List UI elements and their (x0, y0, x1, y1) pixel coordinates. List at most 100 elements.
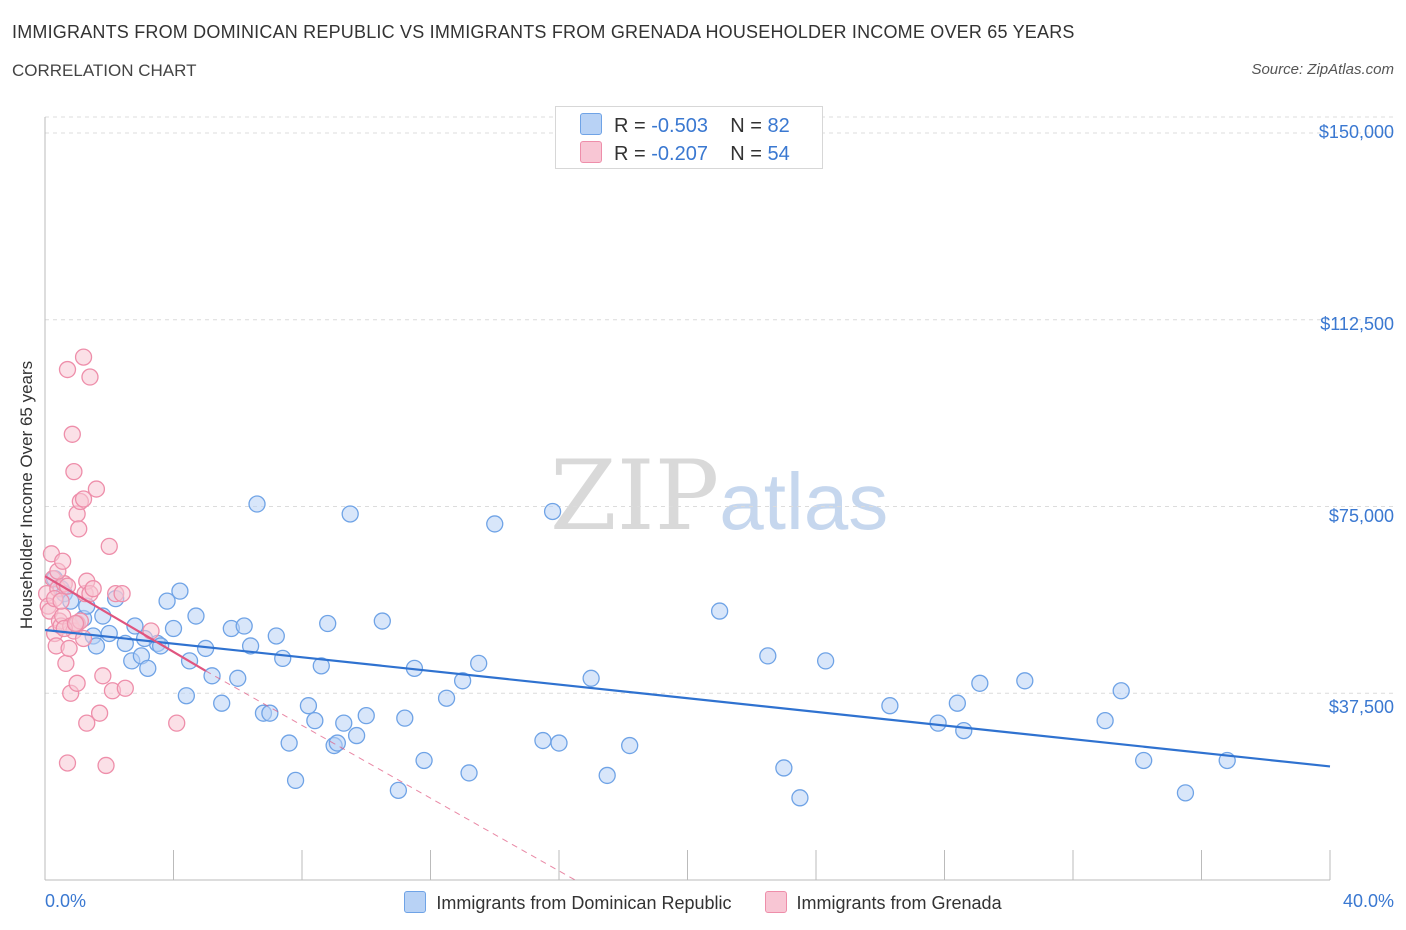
dominican-point (775, 759, 793, 777)
watermark-zip: ZIP (550, 440, 720, 552)
dominican-point (1176, 784, 1195, 802)
grenada-point (113, 585, 131, 603)
dominican-point (328, 734, 346, 752)
r-value: -0.503 (651, 115, 708, 137)
chart-title: IMMIGRANTS FROM DOMINICAN REPUBLIC VS IM… (12, 22, 1075, 42)
dominican-point (248, 495, 266, 513)
grenada-point (70, 520, 88, 538)
dominican-point (312, 657, 330, 675)
dominican-point (267, 627, 285, 645)
dominican-point (621, 736, 639, 755)
y-tick-label: $75,000 (1328, 506, 1394, 526)
r-label: R = (614, 143, 646, 165)
y-tick-label: $37,500 (1328, 697, 1394, 717)
grenada-point (58, 754, 77, 772)
dominican-point (306, 711, 324, 730)
dominican-point (948, 694, 966, 712)
dominican-point (187, 607, 205, 625)
grenada-point (63, 425, 81, 443)
dominican-point (881, 697, 899, 715)
dominican-point (460, 764, 478, 782)
grenada-point (60, 639, 78, 658)
grenada-point (68, 674, 86, 692)
dominican-point (543, 502, 562, 521)
dominican-point (274, 649, 292, 668)
dominican-point (100, 624, 118, 643)
grenada-point (97, 756, 115, 775)
dominican-point (280, 734, 298, 752)
dominican-point (335, 714, 353, 732)
dominican-point (1112, 682, 1130, 700)
pink-swatch-icon (580, 141, 602, 163)
grenada-point (116, 679, 134, 697)
dominican-point (1016, 672, 1034, 690)
dominican-point (235, 617, 253, 635)
dominican-point (171, 582, 189, 600)
legend-label-grenada: Immigrants from Grenada (796, 893, 1002, 913)
y-tick-label: $150,000 (1318, 122, 1394, 142)
n-value: 82 (767, 115, 790, 137)
dominican-point (955, 721, 973, 740)
dominican-point (791, 789, 809, 807)
grenada-point (74, 348, 93, 366)
dominican-point (341, 505, 359, 523)
grenada-point (58, 577, 77, 595)
dominican-point (319, 614, 337, 633)
dominican-point (213, 694, 231, 712)
dominican-point (299, 697, 318, 715)
grenada-point (57, 654, 75, 673)
dominican-point (373, 612, 391, 630)
legend-item-dominican[interactable]: Immigrants from Dominican Republic (404, 891, 732, 914)
dominican-point (389, 781, 408, 800)
chart-subtitle: CORRELATION CHART (12, 61, 197, 80)
grenada-point (58, 360, 77, 379)
correlation-legend: R = -0.503 N = 82 R = -0.207 N = 54 (555, 106, 823, 169)
grenada-point (65, 462, 83, 481)
dominican-point (453, 672, 472, 690)
legend-row-grenada: R = -0.207 N = 54 (580, 141, 790, 165)
grenada-point (94, 667, 112, 685)
blue-swatch-icon (404, 891, 427, 913)
dominican-point (1135, 751, 1153, 770)
grenada-point (78, 714, 96, 732)
dominican-point (177, 687, 196, 705)
dominican-point (158, 592, 176, 610)
dominican-point (203, 667, 221, 685)
grenada-point (81, 368, 99, 386)
grenada-point (52, 592, 70, 610)
dominican-point (582, 669, 600, 687)
dominican-point (415, 751, 433, 770)
dominican-trend-line (44, 628, 1331, 768)
r-value: -0.207 (651, 143, 708, 165)
watermark-atlas: atlas (719, 457, 889, 546)
grenada-trend-extension (205, 670, 576, 881)
grenada-point (168, 714, 186, 732)
legend-item-grenada[interactable]: Immigrants from Grenada (764, 891, 1002, 914)
grenada-point (66, 614, 85, 633)
dominican-point (286, 771, 305, 790)
grenada-point (87, 480, 106, 498)
source-label: Source: ZipAtlas.com (1251, 61, 1394, 78)
dominican-point (437, 689, 456, 707)
blue-swatch-icon (580, 113, 602, 135)
dominican-point (357, 707, 375, 725)
dominican-point (534, 731, 552, 750)
watermark: ZIPatlas (550, 440, 888, 552)
grenada-point (90, 704, 109, 722)
dominican-point (598, 766, 616, 785)
grenada-point (84, 580, 102, 598)
dominican-point (1096, 711, 1114, 730)
dominican-point (126, 617, 144, 635)
dominican-point (550, 734, 568, 752)
dominican-point (710, 602, 729, 620)
y-tick-label: $112,500 (1320, 314, 1394, 334)
legend-row-dominican: R = -0.503 N = 82 (580, 113, 790, 137)
dominican-point (470, 654, 488, 673)
dominican-point (971, 674, 989, 692)
grenada-point (74, 490, 93, 508)
legend-label-dominican: Immigrants from Dominican Republic (436, 893, 732, 913)
dominican-point (261, 704, 279, 722)
n-label: N = (730, 115, 762, 137)
dominican-point (164, 619, 183, 638)
dominican-point (241, 637, 260, 655)
